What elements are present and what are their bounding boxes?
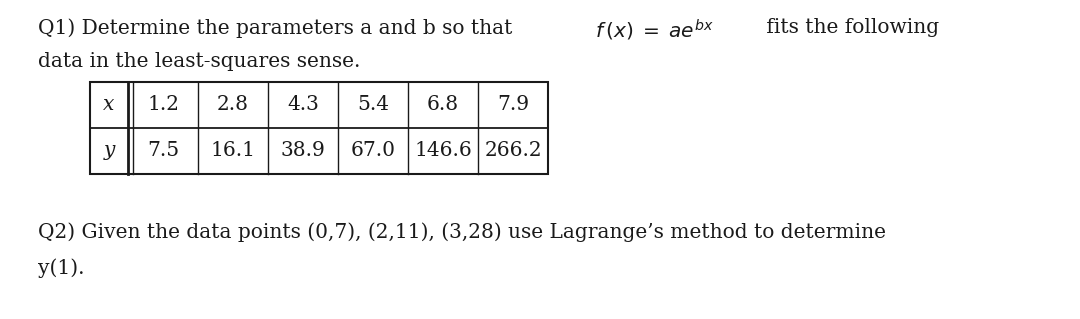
- Text: Q2) Given the data points (0,7), (2,11), (3,28) use Lagrange’s method to determi: Q2) Given the data points (0,7), (2,11),…: [38, 222, 886, 242]
- Text: 6.8: 6.8: [427, 95, 459, 115]
- Text: 2.8: 2.8: [217, 95, 249, 115]
- Text: 16.1: 16.1: [211, 142, 256, 160]
- Text: 67.0: 67.0: [351, 142, 395, 160]
- Text: 4.3: 4.3: [287, 95, 319, 115]
- Text: Q1) Determine the parameters a and b so that: Q1) Determine the parameters a and b so …: [38, 18, 518, 38]
- Text: 5.4: 5.4: [357, 95, 389, 115]
- Text: 266.2: 266.2: [484, 142, 542, 160]
- Bar: [90, 82, 548, 174]
- Text: 7.9: 7.9: [497, 95, 529, 115]
- Text: 38.9: 38.9: [281, 142, 325, 160]
- Text: fits the following: fits the following: [760, 18, 940, 37]
- Text: 1.2: 1.2: [147, 95, 179, 115]
- Text: x: x: [104, 95, 114, 115]
- Text: 146.6: 146.6: [414, 142, 472, 160]
- Text: y: y: [104, 142, 114, 160]
- Text: 7.5: 7.5: [147, 142, 179, 160]
- Text: data in the least-squares sense.: data in the least-squares sense.: [38, 52, 361, 71]
- Text: $f\,(x)\;=\;ae^{bx}$: $f\,(x)\;=\;ae^{bx}$: [595, 18, 714, 43]
- Text: y(1).: y(1).: [38, 258, 84, 278]
